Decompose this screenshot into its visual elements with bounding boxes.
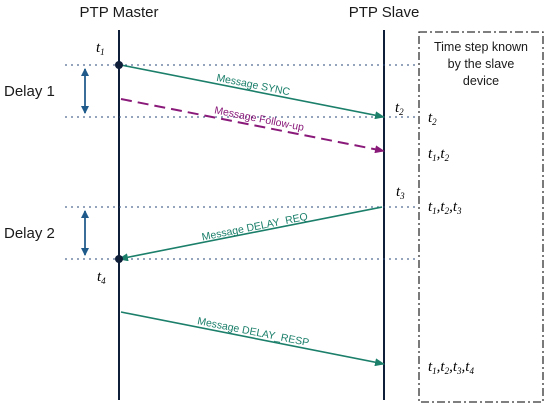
t1-event-dot: [115, 61, 123, 69]
delay-req-arrow: [118, 206, 383, 262]
t4-event-dot: [115, 255, 123, 263]
known-t1-t2-t3: t1,t2,t3: [428, 199, 462, 216]
known-timestamps-box: [418, 31, 544, 403]
t2-label: t2: [395, 100, 404, 117]
delay-resp-arrow: [120, 311, 385, 367]
box-title-line-1: Time step known: [434, 40, 528, 54]
delay-1-label: Delay 1: [4, 83, 55, 100]
known-t2: t2: [428, 110, 437, 127]
sync-arrow: [120, 64, 385, 120]
follow-up-arrow: [120, 98, 385, 154]
known-t1-t2-t3-t4: t1,t2,t3,t4: [428, 359, 474, 376]
known-t1-t2: t1,t2: [428, 146, 450, 163]
delay-resp-message-label: Message DELAY_RESP: [196, 315, 310, 349]
box-title-line-2: by the slave: [448, 57, 515, 71]
sync-message-label: Message SYNC: [215, 72, 291, 98]
delay-req-message-label: Message DELAY_REQ: [201, 211, 309, 244]
t1-label: t1: [96, 40, 105, 57]
t3-label: t3: [396, 184, 405, 201]
master-label: PTP Master: [80, 4, 159, 21]
t4-label: t4: [97, 269, 106, 286]
delay-2-label: Delay 2: [4, 225, 55, 242]
slave-label: PTP Slave: [349, 4, 420, 21]
box-title-line-3: device: [463, 74, 499, 88]
